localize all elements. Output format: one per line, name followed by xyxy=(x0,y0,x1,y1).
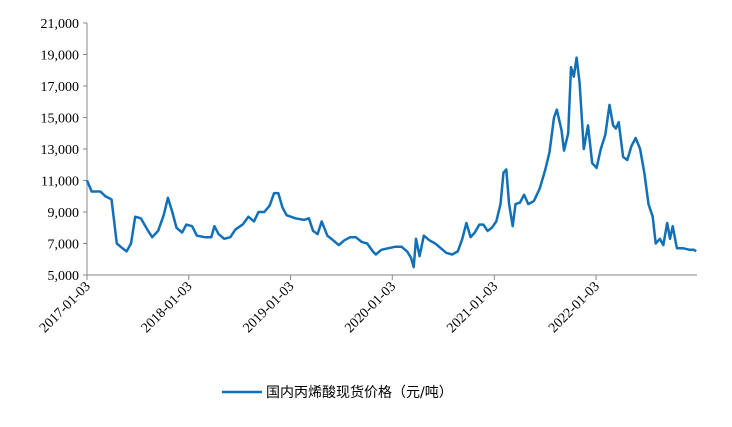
x-tick-label: 2017-01-03 xyxy=(37,279,94,336)
series-line xyxy=(85,56,697,269)
x-tick-label: 2018-01-03 xyxy=(139,279,196,336)
y-tick-label: 21,000 xyxy=(41,17,80,32)
y-tick-label: 13,000 xyxy=(41,143,80,158)
x-tick-label: 2020-01-03 xyxy=(342,279,399,336)
x-tick-label: 2019-01-03 xyxy=(241,279,298,336)
y-tick-label: 7,000 xyxy=(48,238,80,253)
y-tick-label: 15,000 xyxy=(41,112,80,127)
y-tick-label: 17,000 xyxy=(41,80,80,95)
y-tick-label: 11,000 xyxy=(41,175,79,190)
y-tick-label: 9,000 xyxy=(48,206,80,221)
x-tick-label: 2022-01-03 xyxy=(546,279,603,336)
y-tick-label: 5,000 xyxy=(48,269,80,284)
legend-label: 国内丙烯酸现货价格（元/吨） xyxy=(266,384,453,401)
y-tick-label: 19,000 xyxy=(41,49,80,64)
x-tick-label: 2021-01-03 xyxy=(444,279,501,336)
